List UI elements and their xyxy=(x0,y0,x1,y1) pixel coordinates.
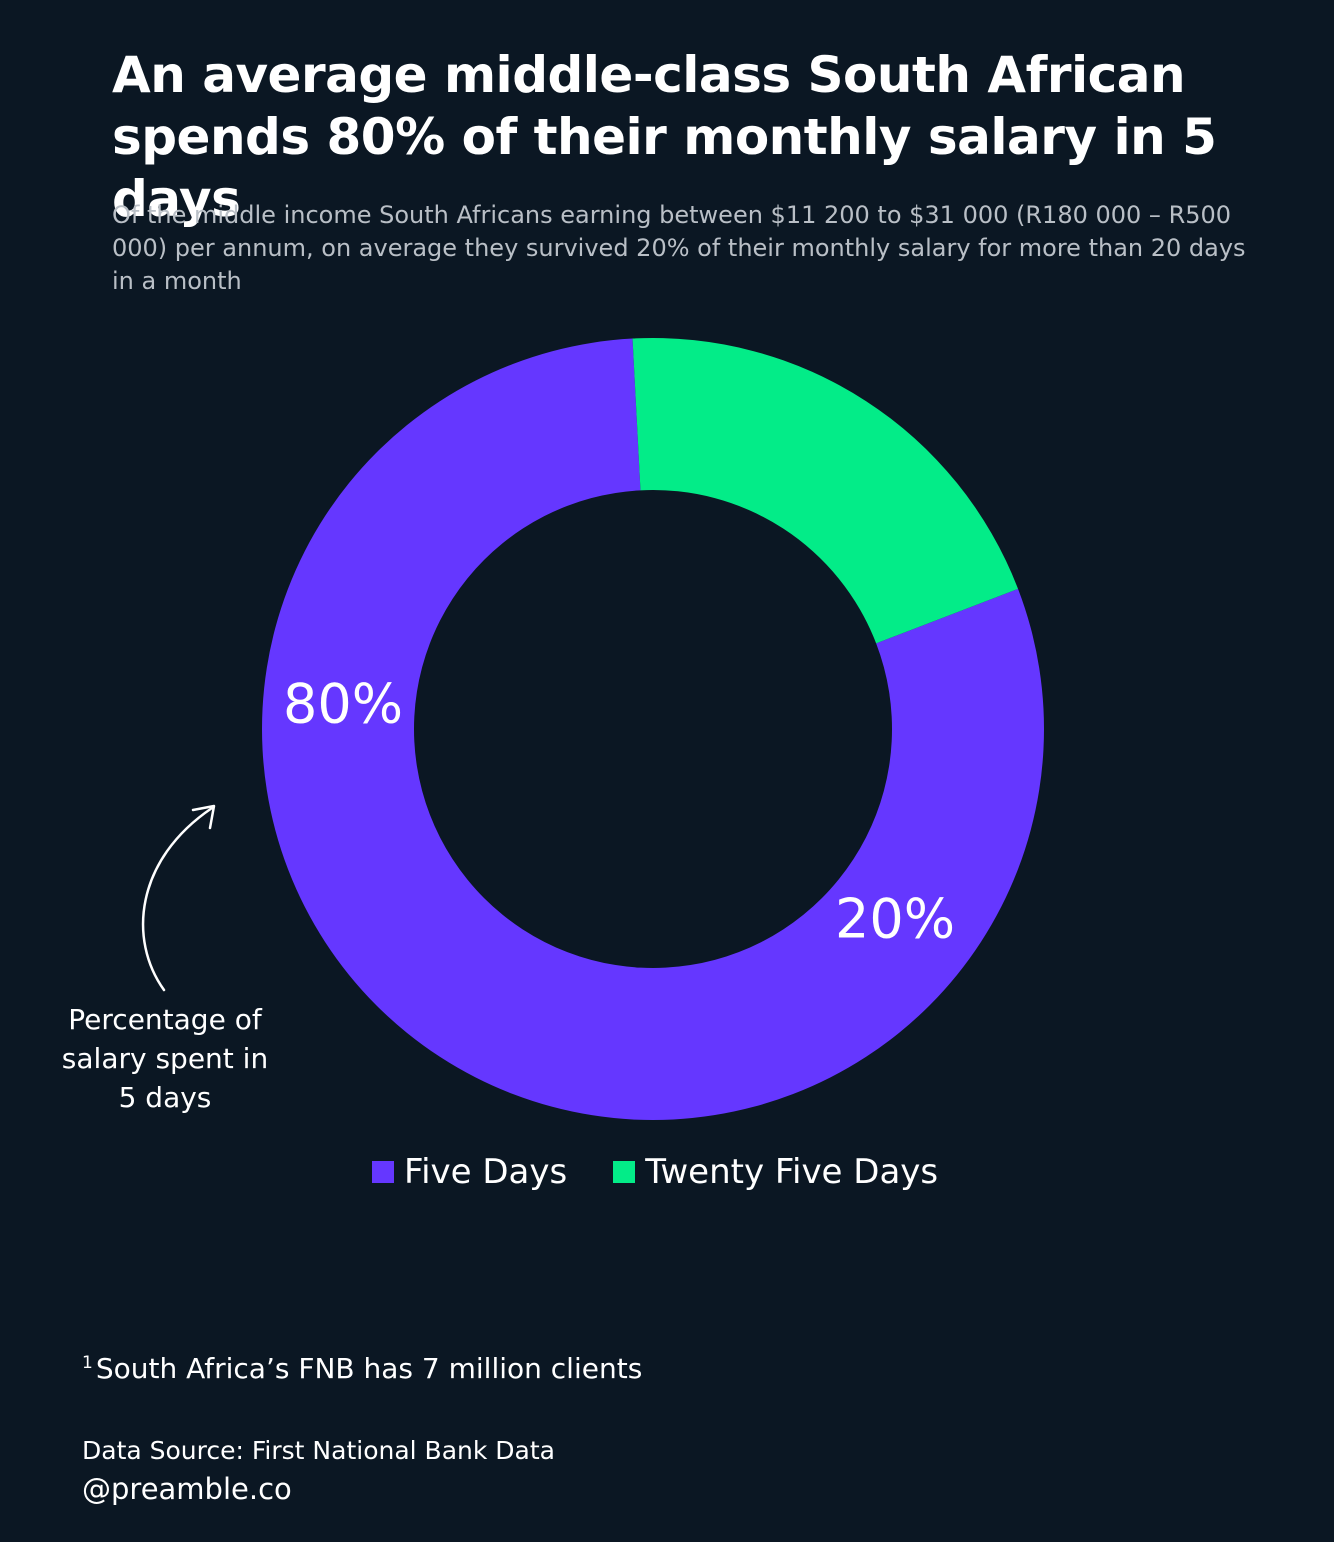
donut-slice-labels: 80% 20% xyxy=(283,673,955,951)
data-source: Data Source: First National Bank Data xyxy=(82,1436,555,1465)
title-line-1: An average middle-class South African xyxy=(112,46,1186,104)
legend-item-twenty-five-days: Twenty Five Days xyxy=(613,1152,938,1192)
legend-swatch-five-days xyxy=(372,1161,394,1183)
footnote-marker: 1 xyxy=(82,1353,93,1373)
annotation-line-1: Percentage of xyxy=(68,1003,262,1036)
legend-item-five-days: Five Days xyxy=(372,1152,567,1192)
footnote: 1 South Africa’s FNB has 7 million client… xyxy=(82,1352,642,1385)
chart-subtitle: Of the middle income South Africans earn… xyxy=(112,201,1246,295)
brand-handle: @preamble.co xyxy=(82,1472,292,1506)
chart-legend: Five Days Twenty Five Days xyxy=(372,1152,984,1192)
donut-slice-five-days xyxy=(262,338,1044,1120)
footnote-text: South Africa’s FNB has 7 million clients xyxy=(95,1352,643,1385)
annotation-arrow xyxy=(141,806,214,992)
chart-title: An average middle-class South African sp… xyxy=(112,44,1312,230)
legend-swatch-twenty-five-days xyxy=(613,1161,636,1183)
annotation-arrowhead xyxy=(191,804,216,830)
donut-slices xyxy=(262,338,1044,1120)
chart-annotation: Percentage of salary spent in 5 days xyxy=(40,1000,290,1117)
annotation-line-3: 5 days xyxy=(118,1081,212,1114)
annotation-line-2: salary spent in xyxy=(61,1042,269,1075)
donut-slice-twenty-five-days xyxy=(632,338,1019,644)
slice-label-five-days: 80% xyxy=(283,673,403,736)
title-line-2: spends 80% of their monthly salary in 5 … xyxy=(112,108,1217,228)
legend-label-five-days: Five Days xyxy=(404,1152,568,1192)
legend-label-twenty-five-days: Twenty Five Days xyxy=(645,1152,939,1192)
slice-label-twenty-five-days: 20% xyxy=(835,888,955,951)
